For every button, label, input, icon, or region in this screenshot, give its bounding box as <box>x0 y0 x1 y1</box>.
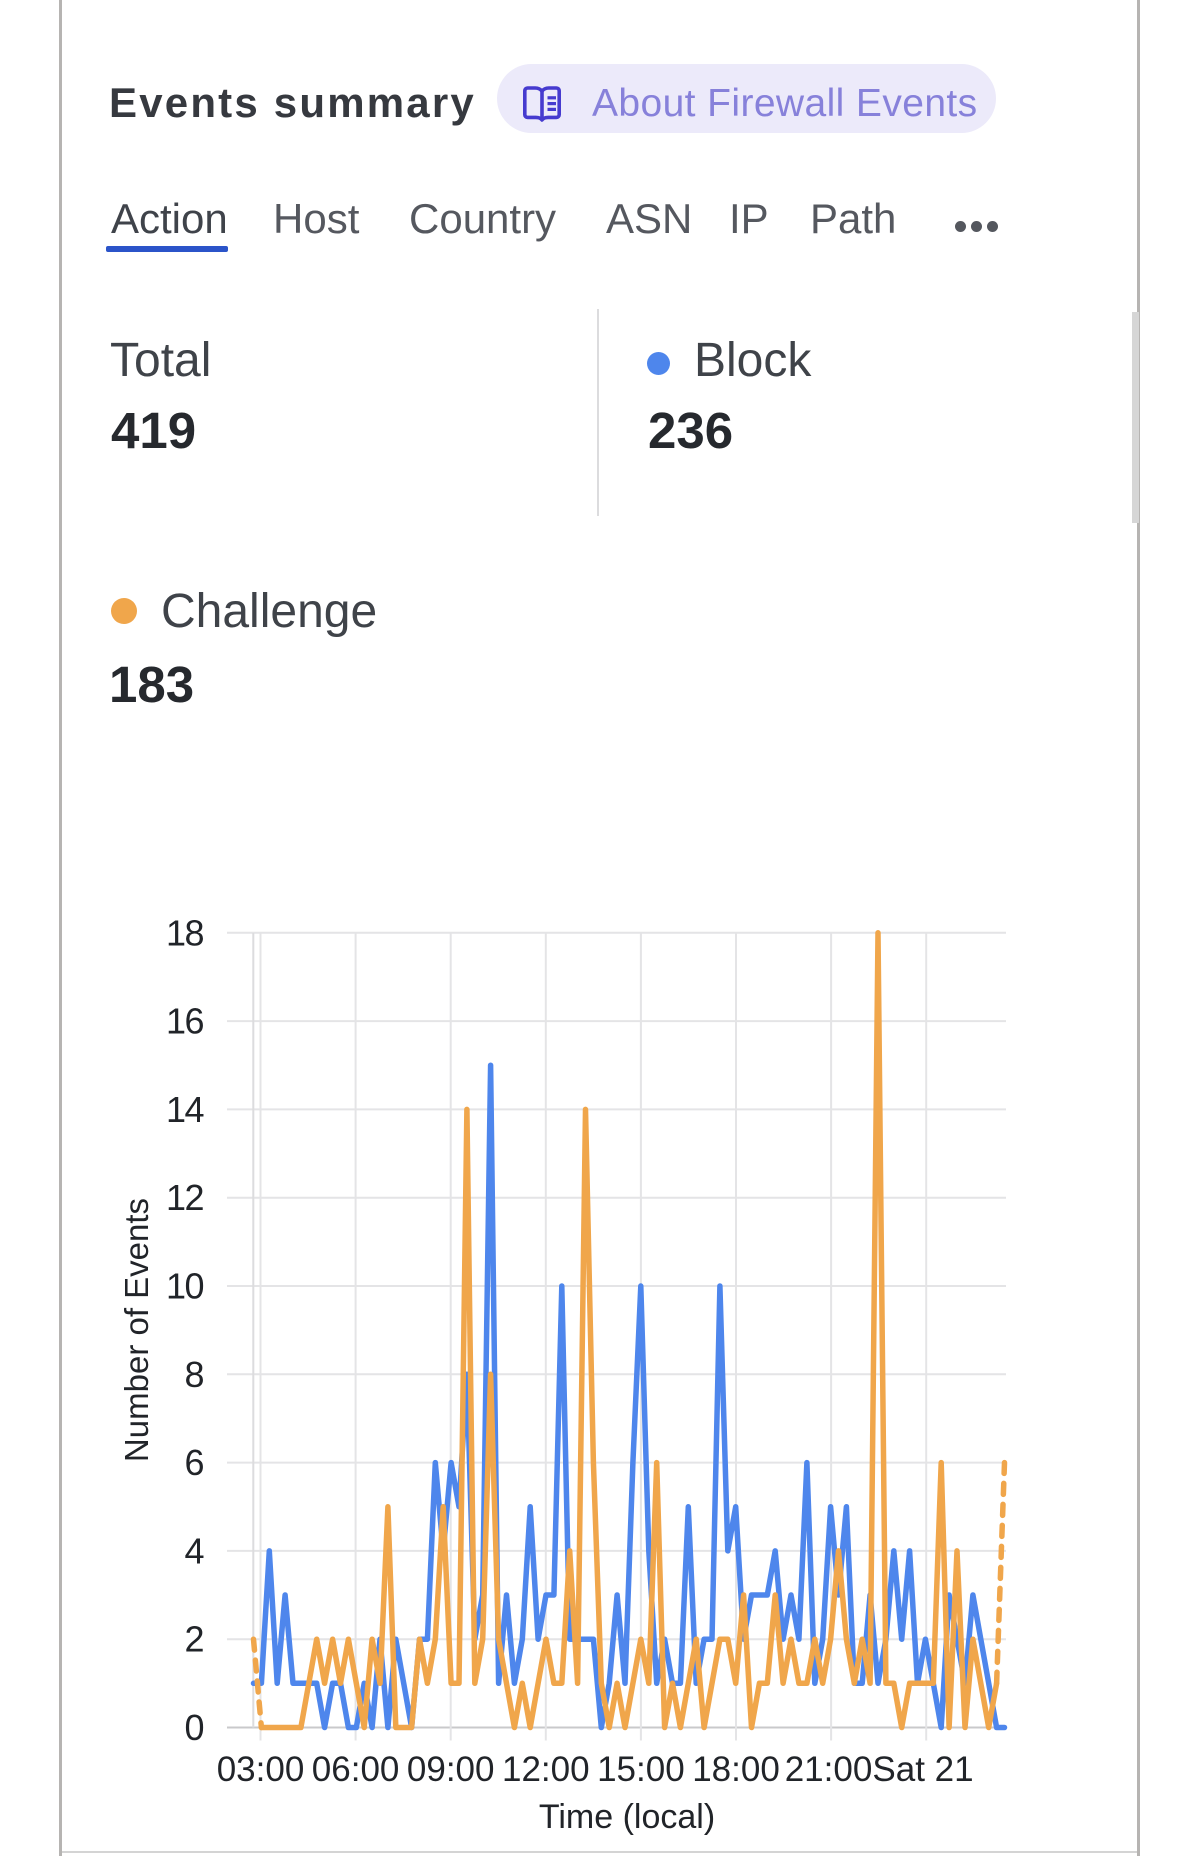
svg-text:0: 0 <box>184 1707 203 1748</box>
svg-text:8: 8 <box>184 1354 203 1395</box>
svg-text:4: 4 <box>184 1530 203 1571</box>
svg-text:03:00: 03:00 <box>217 1750 305 1789</box>
svg-text:Number of Events: Number of Events <box>118 1198 155 1462</box>
svg-text:21:00: 21:00 <box>785 1750 873 1789</box>
svg-text:15:00: 15:00 <box>597 1750 685 1789</box>
svg-text:06:00: 06:00 <box>312 1750 400 1789</box>
svg-text:2: 2 <box>184 1619 203 1660</box>
svg-text:16: 16 <box>166 1001 204 1042</box>
svg-text:18:00: 18:00 <box>692 1750 780 1789</box>
svg-text:Sat 21: Sat 21 <box>872 1750 973 1789</box>
svg-text:12:00: 12:00 <box>502 1750 590 1789</box>
svg-text:6: 6 <box>184 1442 203 1483</box>
svg-text:Time (local): Time (local) <box>539 1798 715 1836</box>
svg-text:09:00: 09:00 <box>407 1750 495 1789</box>
svg-text:10: 10 <box>166 1266 204 1307</box>
svg-text:14: 14 <box>166 1089 204 1130</box>
svg-text:18: 18 <box>166 912 204 953</box>
svg-text:12: 12 <box>166 1177 204 1218</box>
